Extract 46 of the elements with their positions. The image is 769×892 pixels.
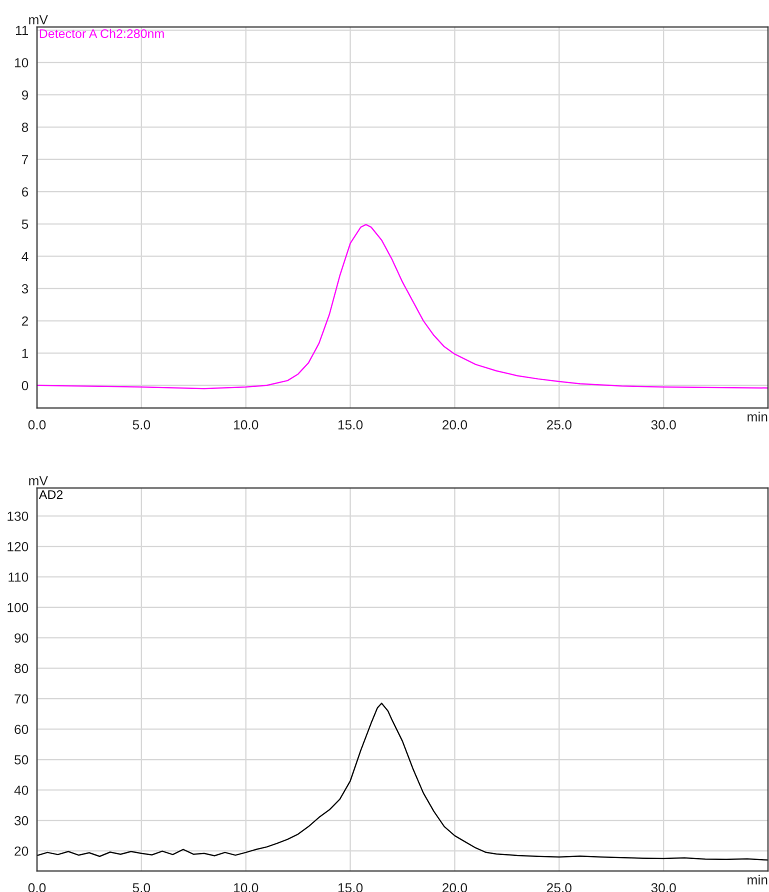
y-tick-label: 100 [8, 602, 28, 612]
y-tick-label: 90 [14, 633, 28, 643]
x-tick-label: 0.0 [28, 420, 46, 430]
text: Detector A Ch2:280nm [40, 28, 164, 38]
x-tick-label: 25.0 [546, 420, 572, 430]
y-tick-label: 4 [22, 252, 28, 262]
y-tick-label: 10 [15, 58, 28, 68]
y-tick-label: 5 [22, 220, 28, 229]
x-tick-label: 25.0 [546, 883, 572, 892]
y-tick-label: 3 [22, 284, 28, 294]
x-tick-label: 10.0 [234, 420, 258, 430]
y-tick-label: 6 [22, 187, 28, 197]
y-tick-label: 20 [14, 846, 28, 856]
y-tick-label: 60 [14, 724, 28, 734]
y-tick-label: 70 [14, 694, 28, 704]
text: AD2 [38, 490, 63, 499]
y-tick-label: 50 [14, 755, 28, 764]
y-tick-label: 0 [22, 380, 28, 390]
x-tick-label: 20.0 [442, 883, 468, 892]
x-tick-label: 20.0 [442, 420, 468, 430]
x-tick-label: 15.0 [338, 420, 363, 430]
x-tick-label: 0.0 [28, 883, 46, 892]
y-tick-label: 8 [22, 122, 28, 132]
x-tick-label: 5.0 [132, 883, 150, 892]
y-tick-label: 30 [14, 816, 28, 826]
x-tick-label: 5.0 [132, 420, 150, 430]
x-axis-title: min [748, 874, 768, 884]
y-tick-label: 7 [22, 155, 28, 164]
line-series [37, 702, 768, 861]
y-tick-label: 2 [22, 316, 28, 326]
y-tick-label: 1 [22, 348, 28, 358]
y-tick-label: 40 [14, 786, 28, 795]
x-tick-label: 10.0 [234, 883, 258, 892]
y-tick-label: 9 [22, 90, 28, 100]
y-tick-label: 110 [8, 572, 28, 582]
y-tick-label: 120 [8, 542, 28, 552]
x-axis-title: min [748, 412, 768, 422]
y-axis-title: mV [29, 15, 48, 24]
x-tick-label: 15.0 [338, 883, 363, 892]
y-tick-label: 80 [14, 664, 28, 674]
y-tick-label: 11 [16, 26, 28, 36]
line-series [37, 224, 768, 390]
y-tick-label: 130 [8, 512, 28, 521]
y-axis-title: mV [29, 476, 48, 486]
x-tick-label: 30.0 [651, 420, 676, 430]
x-tick-label: 30.0 [651, 883, 676, 892]
